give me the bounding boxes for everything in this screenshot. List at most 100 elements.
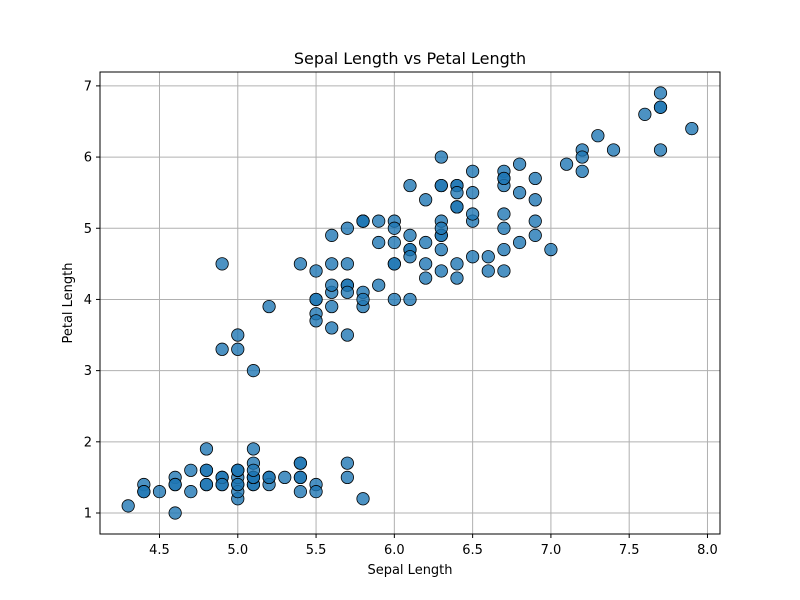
scatter-point <box>372 214 386 228</box>
scatter-point <box>450 271 464 285</box>
scatter-point <box>293 257 308 271</box>
scatter-point <box>387 235 401 250</box>
scatter-point <box>528 228 542 242</box>
scatter-point <box>528 171 542 186</box>
x-tick-label: 5.0 <box>227 543 248 558</box>
scatter-point <box>309 485 323 499</box>
chart-title: Sepal Length vs Petal Length <box>294 49 526 68</box>
scatter-point <box>450 200 464 214</box>
scatter-point <box>199 477 214 492</box>
scatter-point <box>372 235 386 250</box>
scatter-point <box>512 157 527 171</box>
scatter-point <box>152 485 167 499</box>
grid <box>100 72 720 534</box>
scatter-point <box>340 328 354 342</box>
scatter-point <box>466 250 480 264</box>
scatter-point <box>497 221 511 235</box>
x-tick-label: 7.0 <box>541 543 562 558</box>
scatter-point <box>559 157 574 171</box>
scatter-point <box>231 328 245 342</box>
y-tick-labels: 1 2 3 4 5 6 7 <box>84 79 92 521</box>
scatter-point <box>325 228 339 242</box>
scatter-point <box>434 150 448 164</box>
scatter-point <box>278 470 292 485</box>
scatter-point <box>419 193 433 207</box>
scatter-point <box>356 292 370 307</box>
scatter-point <box>403 250 417 264</box>
scatter-point <box>215 257 229 271</box>
scatter-point <box>199 442 214 456</box>
scatter-point <box>168 477 182 492</box>
x-tick-label: 5.5 <box>306 543 327 558</box>
x-tick-label: 7.5 <box>619 543 640 558</box>
x-axis-label: Sepal Length <box>367 563 452 578</box>
scatter-point <box>325 321 339 335</box>
scatter-point <box>434 178 448 193</box>
scatter-point <box>403 178 417 193</box>
y-tick-label: 5 <box>84 222 92 237</box>
scatter-point <box>544 243 558 257</box>
scatter-point <box>481 264 495 278</box>
scatter-point <box>325 299 339 314</box>
y-tick-label: 6 <box>84 151 92 166</box>
scatter-point <box>340 285 354 299</box>
scatter-point <box>262 470 276 485</box>
scatter-point <box>199 463 214 477</box>
scatter-point <box>606 143 621 157</box>
scatter-point <box>434 221 448 235</box>
scatter-point <box>653 100 668 114</box>
scatter-point <box>184 463 198 477</box>
y-tick-label: 3 <box>84 364 92 379</box>
scatter-point <box>137 485 151 499</box>
data-points <box>121 86 699 520</box>
scatter-point <box>356 492 370 506</box>
scatter-point <box>231 477 245 492</box>
scatter-point <box>497 264 511 278</box>
scatter-point <box>638 107 652 121</box>
scatter-point <box>293 485 308 499</box>
scatter-point <box>215 477 229 492</box>
scatter-point <box>466 207 480 221</box>
scatter-point <box>215 342 229 356</box>
scatter-point <box>419 235 433 250</box>
scatter-point <box>466 186 480 200</box>
scatter-point <box>356 214 370 228</box>
scatter-point <box>246 463 261 477</box>
scatter-point <box>246 442 261 456</box>
scatter-point <box>512 186 527 200</box>
scatter-point <box>293 470 308 485</box>
scatter-point <box>419 257 433 271</box>
scatter-point <box>293 456 308 470</box>
scatter-point <box>340 221 354 235</box>
scatter-point <box>168 506 182 520</box>
y-tick-label: 2 <box>84 435 92 450</box>
scatter-point <box>231 342 245 356</box>
y-tick-label: 1 <box>84 507 92 522</box>
scatter-point <box>309 264 323 278</box>
x-tick-labels: 4.5 5.0 5.5 6.0 6.5 7.0 7.5 8.0 <box>149 543 718 558</box>
scatter-point <box>309 292 323 307</box>
scatter-point <box>685 121 699 136</box>
tick-marks <box>96 85 708 538</box>
scatter-point <box>387 257 401 271</box>
scatter-point <box>575 164 589 178</box>
scatter-point <box>497 171 511 186</box>
scatter-point <box>387 221 401 235</box>
scatter-point <box>528 214 542 228</box>
y-axis-label: Petal Length <box>61 262 76 343</box>
scatter-point <box>121 499 135 513</box>
scatter-point <box>309 314 323 328</box>
scatter-point <box>340 257 354 271</box>
y-tick-label: 4 <box>84 293 92 308</box>
scatter-point <box>372 278 386 292</box>
scatter-point <box>434 243 448 257</box>
scatter-point <box>231 463 245 477</box>
scatter-point <box>325 257 339 271</box>
scatter-point <box>262 299 276 314</box>
x-tick-label: 6.5 <box>462 543 483 558</box>
scatter-point <box>387 292 401 307</box>
axes-frame <box>99 71 721 535</box>
scatter-point <box>450 257 464 271</box>
